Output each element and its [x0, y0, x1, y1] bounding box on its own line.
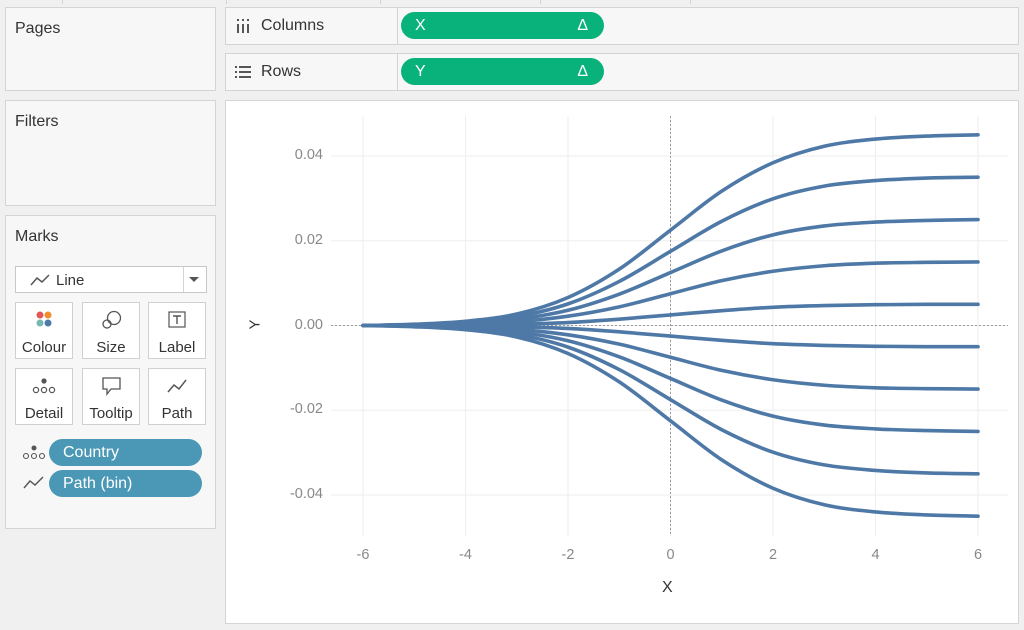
- label-icon: [168, 311, 186, 328]
- view-area[interactable]: 0.04 0.02 0.00 -0.02 -0.04 -6 -4 -2 0 2 4 6 Y X: [225, 100, 1019, 624]
- detail-button[interactable]: Detail: [15, 368, 73, 425]
- country-field-label: Country: [63, 444, 120, 461]
- path-icon: [167, 379, 187, 393]
- x-tick-label: 0: [666, 547, 675, 563]
- delta-icon: Δ: [577, 17, 588, 34]
- filters-card[interactable]: Filters: [5, 100, 216, 206]
- chevron-down-icon[interactable]: [189, 277, 199, 282]
- x-tick-label: 4: [871, 547, 880, 563]
- delta-icon: Δ: [577, 63, 588, 80]
- tooltip-button[interactable]: Tooltip: [82, 368, 140, 425]
- detail-label: Detail: [24, 405, 64, 422]
- top-strip: [0, 0, 1024, 5]
- rows-shelf[interactable]: Rows Y Δ: [225, 53, 1019, 91]
- path-label: Path: [161, 405, 193, 422]
- path-button[interactable]: Path: [148, 368, 206, 425]
- y-tick-label: 0.02: [294, 231, 323, 248]
- tooltip-label: Tooltip: [89, 405, 133, 422]
- path-bin-field-pill[interactable]: Path (bin): [49, 470, 202, 497]
- pages-card[interactable]: Pages: [5, 7, 216, 91]
- y-axis-title: Y: [246, 319, 264, 330]
- x-pill-label: X: [415, 17, 426, 34]
- x-axis-title: X: [662, 579, 673, 596]
- series-line-10: [361, 323, 980, 518]
- columns-icon: [237, 19, 249, 33]
- y-tick-label: -0.04: [289, 486, 323, 502]
- line-chart[interactable]: [226, 101, 1018, 623]
- colour-button[interactable]: Colour: [15, 302, 73, 359]
- x-tick-label: 6: [973, 547, 983, 563]
- filters-title: Filters: [15, 113, 59, 130]
- columns-label: Columns: [261, 17, 325, 34]
- size-icon: [102, 310, 122, 329]
- columns-shelf[interactable]: Columns X Δ: [225, 7, 1019, 45]
- x-pill[interactable]: X Δ: [401, 12, 604, 39]
- label-label: Label: [158, 339, 196, 356]
- size-label: Size: [96, 339, 126, 356]
- detail-icon: [22, 445, 46, 460]
- y-pill-label: Y: [415, 63, 426, 80]
- rows-icon: [235, 66, 251, 78]
- y-pill[interactable]: Y Δ: [401, 58, 604, 85]
- pages-title: Pages: [15, 20, 61, 37]
- marks-card: Marks Line Colour Size Label: [5, 215, 216, 529]
- detail-icon: [32, 378, 56, 394]
- country-field-pill[interactable]: Country: [49, 439, 202, 466]
- line-icon: [30, 274, 50, 286]
- mark-type-dropdown[interactable]: Line: [15, 266, 207, 293]
- x-tick-label: 2: [768, 547, 778, 563]
- colour-icon: [36, 311, 52, 327]
- y-tick-label: 0.00: [294, 316, 323, 333]
- path-icon: [23, 476, 44, 489]
- path-bin-field-label: Path (bin): [63, 475, 133, 492]
- x-tick-label: -6: [356, 547, 370, 563]
- mark-type-label: Line: [56, 272, 85, 289]
- y-tick-label: 0.04: [294, 147, 323, 163]
- x-tick-label: -2: [561, 547, 575, 563]
- label-button[interactable]: Label: [148, 302, 206, 359]
- y-tick-label: -0.02: [289, 401, 323, 418]
- x-tick-label: -4: [459, 547, 472, 563]
- rows-label: Rows: [261, 63, 302, 80]
- size-button[interactable]: Size: [82, 302, 140, 359]
- tooltip-icon: [102, 377, 121, 396]
- colour-label: Colour: [21, 339, 67, 356]
- marks-title: Marks: [15, 228, 59, 245]
